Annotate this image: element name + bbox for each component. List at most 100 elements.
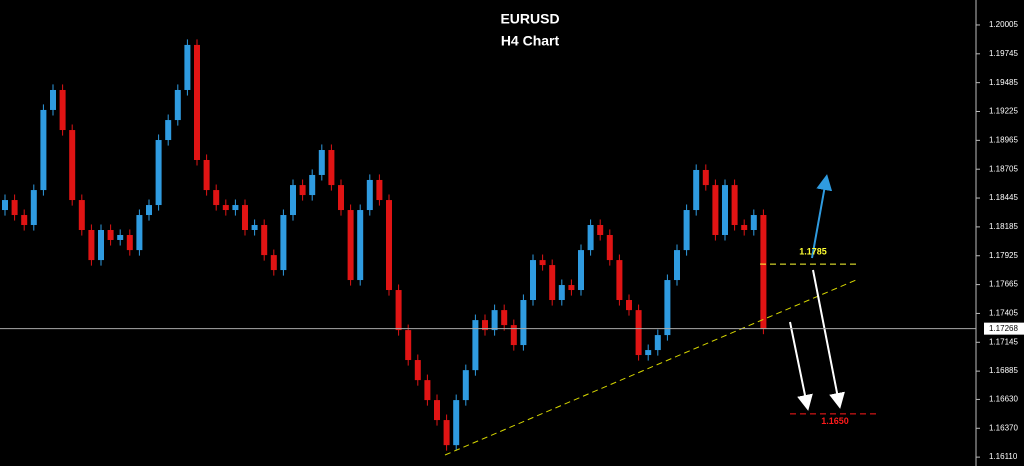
candle-body: [693, 169, 700, 211]
candle-body: [290, 185, 296, 216]
candle-body: [558, 285, 565, 301]
y-tick-label: 1.17925: [989, 251, 1018, 260]
candle-body: [88, 230, 95, 261]
candle-body: [107, 230, 114, 240]
candle-body: [674, 250, 680, 281]
y-tick-label: 1.17665: [989, 280, 1018, 289]
level-label: 1.1650: [821, 416, 849, 426]
candle-body: [501, 310, 508, 326]
arrow-up: [811, 174, 833, 259]
candle-body: [405, 330, 412, 361]
candle-body: [702, 169, 709, 186]
current-price-tag: [984, 322, 1024, 335]
candle-body: [98, 230, 104, 261]
candle-body: [472, 320, 479, 371]
candle-body: [78, 200, 85, 231]
candle-body: [549, 265, 556, 301]
candle-body: [386, 200, 392, 291]
candle-body: [520, 300, 527, 346]
candle-body: [50, 89, 56, 110]
candle-body: [366, 179, 373, 211]
current-price-label: 1.17268: [989, 324, 1018, 333]
chart-subtitle: H4 Chart: [501, 33, 560, 49]
candle-body: [59, 89, 66, 131]
candle-body: [69, 130, 76, 201]
candle-body: [347, 210, 354, 281]
candle-body: [213, 190, 220, 206]
candle-body: [414, 360, 421, 381]
y-tick-label: 1.18445: [989, 193, 1018, 202]
candle-body: [357, 210, 364, 281]
candle-body: [760, 215, 767, 329]
candle-body: [280, 215, 287, 271]
candle-body: [530, 260, 536, 301]
candle-body: [194, 44, 200, 160]
candle-body: [462, 370, 469, 401]
candle-body: [453, 400, 460, 446]
candle-body: [232, 205, 239, 211]
candle-body: [587, 225, 594, 251]
candle-body: [222, 205, 229, 211]
candle-body: [146, 205, 152, 216]
candle-body: [21, 215, 28, 226]
candle-body: [270, 255, 277, 271]
candle-body: [722, 185, 728, 235]
candle-body: [597, 225, 604, 235]
candle-body: [750, 215, 757, 231]
candle-body: [510, 325, 517, 346]
candle-body: [568, 285, 575, 291]
chart-title: EURUSD: [500, 11, 559, 27]
y-tick-label: 1.16110: [989, 452, 1018, 461]
candle-body: [242, 205, 248, 231]
candle-body: [117, 234, 124, 240]
candle-body: [40, 109, 47, 191]
y-tick-label: 1.17145: [989, 337, 1018, 346]
trendline: [444, 279, 857, 456]
candle-body: [578, 250, 584, 291]
y-tick-label: 1.18965: [989, 135, 1018, 144]
candle-body: [251, 225, 258, 231]
candle-body: [443, 420, 450, 446]
candle-body: [328, 150, 335, 186]
y-tick-label: 1.18705: [989, 164, 1018, 173]
candle-body: [712, 185, 719, 235]
candle-body: [203, 159, 210, 191]
y-tick-label: 1.19485: [989, 78, 1018, 87]
candle-body: [539, 260, 546, 266]
candle-body: [338, 185, 344, 211]
candle-body: [731, 185, 738, 226]
candle-body: [741, 225, 748, 231]
candle-body: [126, 234, 133, 251]
y-tick-label: 1.19745: [989, 49, 1018, 58]
candle-body: [136, 215, 143, 251]
candle-body: [184, 44, 191, 90]
candle-body: [616, 260, 623, 301]
y-tick-label: 1.16370: [989, 423, 1018, 432]
y-tick-label: 1.19225: [989, 107, 1018, 116]
y-tick-label: 1.16885: [989, 366, 1018, 375]
candle-body: [376, 179, 383, 201]
candle-body: [155, 140, 162, 206]
y-tick-label: 1.17405: [989, 309, 1018, 318]
candle-body: [482, 320, 488, 331]
candle-body: [654, 335, 661, 351]
candle-body: [2, 200, 8, 211]
candle-body: [165, 120, 172, 141]
candle-body: [424, 380, 431, 401]
candle-body: [434, 400, 440, 421]
candle-body: [683, 210, 690, 251]
arrow-down: [789, 321, 813, 411]
candle-body: [261, 225, 268, 256]
candle-body: [664, 280, 671, 336]
arrow-down: [812, 269, 845, 409]
candles: [2, 39, 767, 451]
candle-body: [635, 310, 642, 356]
y-tick-label: 1.16630: [989, 395, 1018, 404]
candle-body: [174, 89, 181, 121]
candle-body: [309, 174, 316, 196]
y-tick-label: 1.18185: [989, 222, 1018, 231]
y-tick-label: 1.20005: [989, 20, 1018, 29]
